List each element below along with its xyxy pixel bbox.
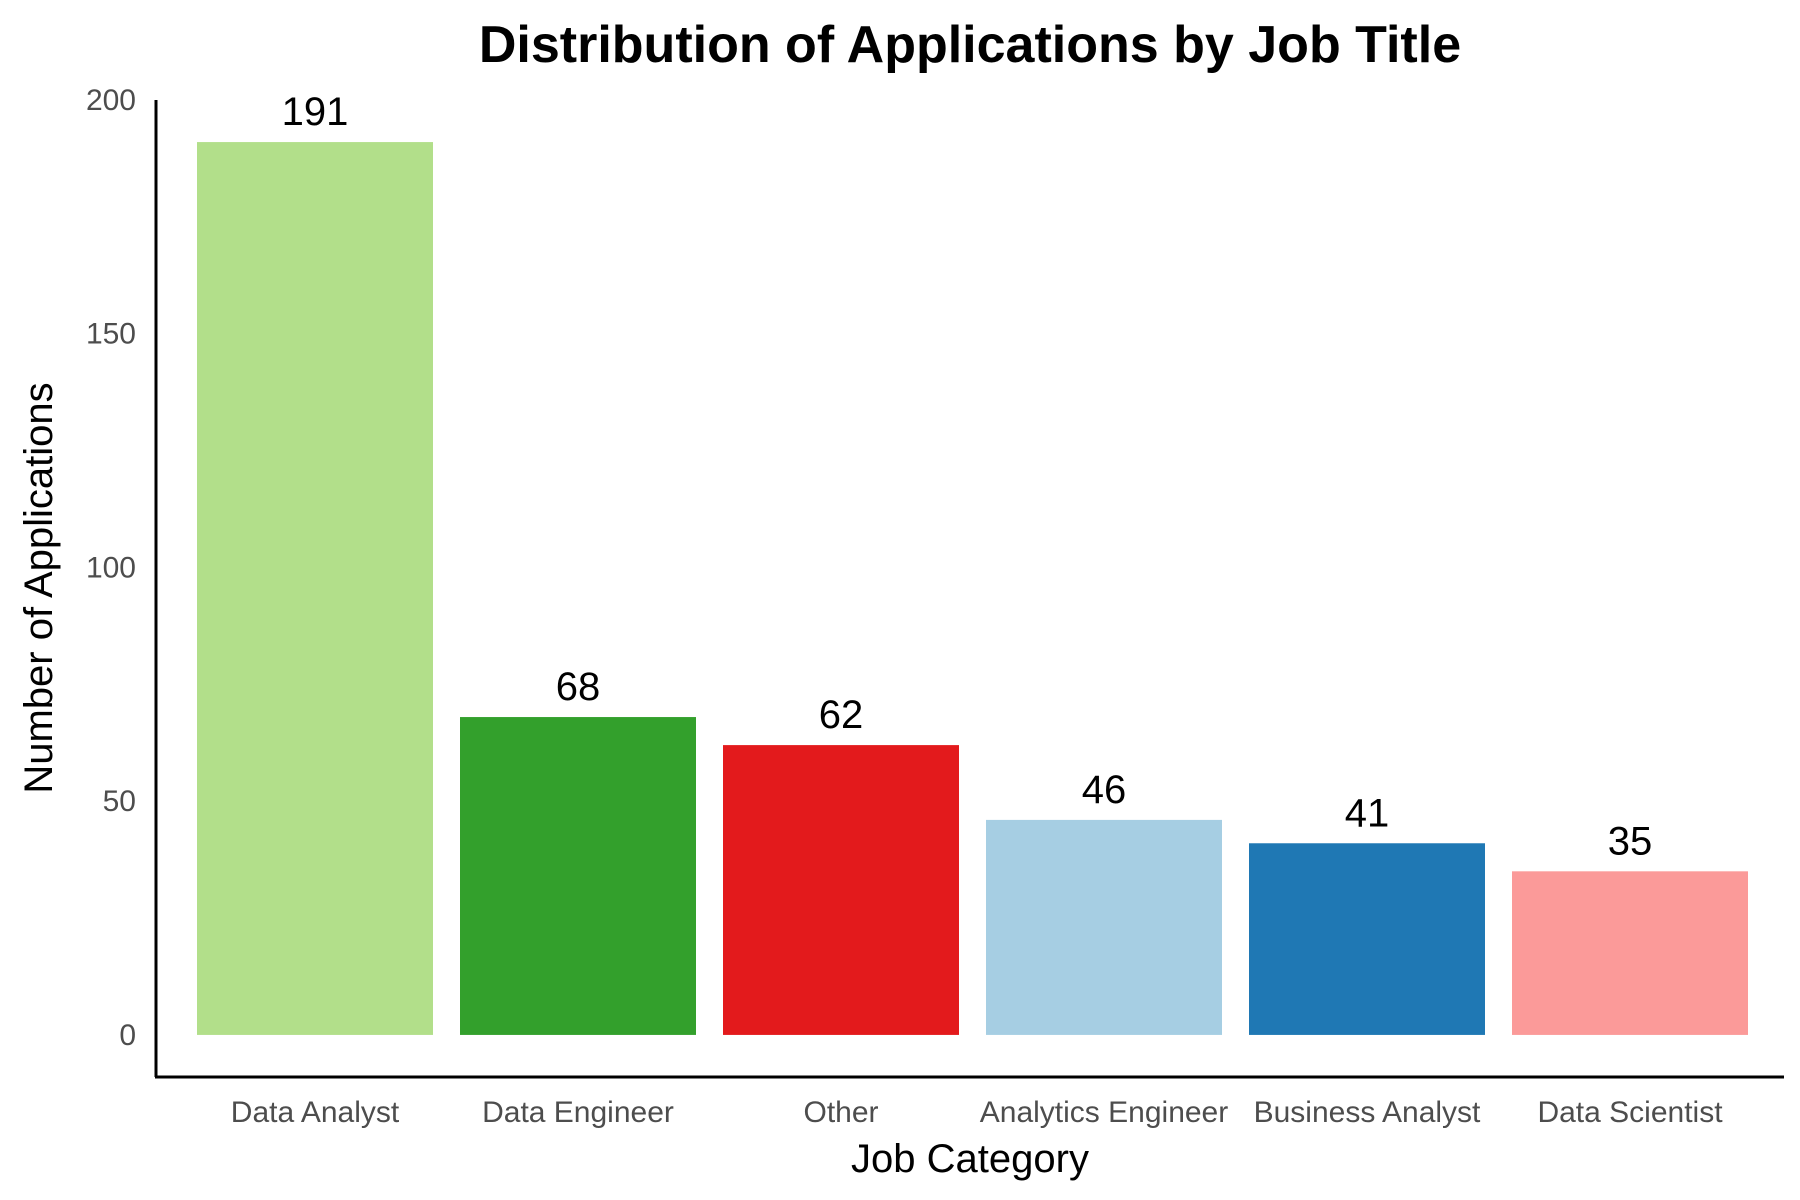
x-tick-label-data-engineer: Data Engineer <box>482 1096 674 1129</box>
x-axis-ticks: Data Analyst Data Engineer Other Analytics … <box>231 1096 1723 1129</box>
y-tick-label-0: 0 <box>119 1019 136 1052</box>
x-tick-label-analytics-engineer: Analytics Engineer <box>980 1096 1228 1129</box>
y-tick-label-150: 150 <box>86 318 136 351</box>
data-label-business-analyst: 41 <box>1345 791 1390 835</box>
x-tick-label-data-scientist: Data Scientist <box>1537 1096 1723 1129</box>
bar-other <box>723 745 959 1035</box>
bar-analytics-engineer <box>986 819 1222 1035</box>
x-axis-title: Job Category <box>851 1137 1089 1181</box>
y-tick-label-100: 100 <box>86 551 136 584</box>
data-label-analytics-engineer: 46 <box>1082 768 1127 812</box>
y-axis-ticks: 0 50 100 150 200 <box>86 84 136 1052</box>
data-label-data-scientist: 35 <box>1608 819 1653 863</box>
data-labels: 191 68 62 46 41 35 <box>282 90 1653 863</box>
bars <box>197 142 1748 1035</box>
bar-data-scientist <box>1512 871 1748 1035</box>
y-tick-label-50: 50 <box>103 785 136 818</box>
chart-title: Distribution of Applications by Job Titl… <box>479 16 1461 74</box>
bar-business-analyst <box>1249 843 1485 1035</box>
data-label-data-analyst: 191 <box>282 90 349 134</box>
data-label-other: 62 <box>819 693 864 737</box>
bar-data-engineer <box>460 717 696 1035</box>
y-tick-label-200: 200 <box>86 84 136 117</box>
y-axis-title: Number of Applications <box>17 382 61 793</box>
x-tick-label-business-analyst: Business Analyst <box>1254 1096 1481 1129</box>
data-label-data-engineer: 68 <box>556 665 601 709</box>
bar-data-analyst <box>197 142 433 1035</box>
x-tick-label-other: Other <box>803 1096 878 1129</box>
x-tick-label-data-analyst: Data Analyst <box>231 1096 400 1129</box>
